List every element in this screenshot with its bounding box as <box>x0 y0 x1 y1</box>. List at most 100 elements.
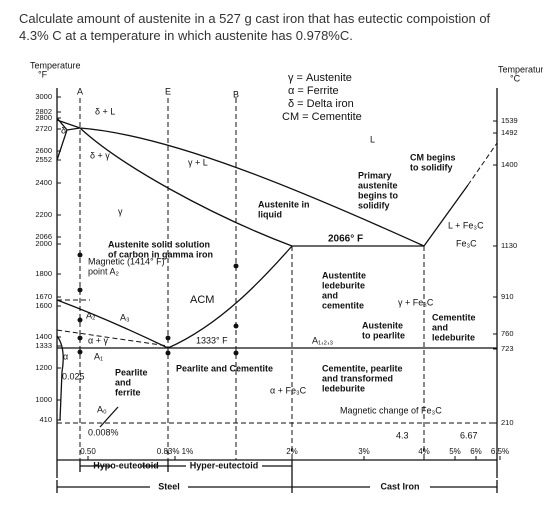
left-tick-label: 2802 <box>35 107 52 116</box>
left-tick-label: 410 <box>39 415 52 424</box>
right-tick-label: 1400 <box>501 160 518 169</box>
guides <box>79 98 425 460</box>
region-label: A₂ <box>86 310 96 320</box>
region-label: to solidify <box>410 162 453 172</box>
region-label: and <box>322 290 338 300</box>
range-label: Steel <box>158 481 180 491</box>
range-arrows <box>56 460 498 493</box>
legend-item: α = Ferrite <box>288 85 339 97</box>
right-tick-label: 723 <box>501 344 514 353</box>
region-label: 1333° F <box>196 335 228 345</box>
left-tick-label: 1400 <box>35 332 52 341</box>
region-label: ledeburite <box>322 280 365 290</box>
legend-item: γ = Austenite <box>288 72 352 84</box>
region-label: of carbon in gamma iron <box>108 249 213 259</box>
left-tick-label: 2720 <box>35 124 52 133</box>
left-tick-label: 2400 <box>35 178 52 187</box>
bottom-tick-label: 6.5% <box>491 447 509 456</box>
region-label: δ + γ <box>90 150 110 160</box>
bottom-tick-label: 6% <box>470 447 482 456</box>
region-label: ferrite <box>115 387 141 397</box>
range-label: Hypo-eutectoid <box>93 460 159 470</box>
region-label: γ + L <box>188 157 208 167</box>
left-tick-label: 2000 <box>35 239 52 248</box>
left-tick-label: 1670 <box>35 292 52 301</box>
region-label: Cementite <box>432 312 476 322</box>
bottom-tick-label: 0.50 <box>80 447 96 456</box>
left-tick-label: 2552 <box>35 155 52 164</box>
left-tick-label: 1000 <box>35 395 52 404</box>
region-label: 2066° F <box>328 234 363 245</box>
region-label: begins to <box>358 190 399 200</box>
region-label: and <box>115 377 131 387</box>
range-label: Cast Iron <box>380 481 419 491</box>
region-label: 4.3 <box>396 430 409 440</box>
region-label: and transformed <box>322 373 393 383</box>
region-label: and <box>432 322 448 332</box>
region-label: δ <box>61 125 66 135</box>
left-tick-label: 3000 <box>35 92 52 101</box>
bottom-tick-label: 5% <box>449 447 461 456</box>
region-label: δ + L <box>95 106 115 116</box>
right-tick-label: 1539 <box>501 116 518 125</box>
region-label: γ + Fe₃C <box>398 297 434 307</box>
left-tick-label: 2066 <box>35 232 52 241</box>
right-tick-label: 1492 <box>501 128 518 137</box>
region-label: solidify <box>358 200 390 210</box>
point-label: A <box>77 86 83 96</box>
right-axis-title: Temperature <box>498 64 543 74</box>
region-label: A₀ <box>97 404 107 414</box>
region-label: Magnetic (1414° F) <box>88 256 165 266</box>
phase-lines <box>56 117 498 428</box>
left-tick-label: 2600 <box>35 146 52 155</box>
region-label: 6.67 <box>460 430 478 440</box>
region-label: point A₂ <box>88 266 120 276</box>
region-label: Pearlite <box>115 367 148 377</box>
region-label: Fe₃C <box>456 238 477 248</box>
region-label: CM begins <box>410 152 456 162</box>
region-label: γ <box>118 206 123 216</box>
region-label: Pearlite and Cementite <box>176 363 273 373</box>
bottom-tick-label: 0.83% 1% <box>157 447 193 456</box>
point-label: E <box>165 86 171 96</box>
left-axis-unit: °F <box>38 69 48 79</box>
question-line: 4.3% C at a temperature in which austeni… <box>19 28 353 43</box>
region-label: Primary <box>358 170 392 180</box>
region-label: liquid <box>258 209 282 219</box>
region-label: A₁,₂,₃ <box>312 335 334 345</box>
region-label: A₃ <box>120 312 130 322</box>
region-label: Austentite <box>322 270 366 280</box>
region-label: 0.008% <box>88 427 119 437</box>
region-label: α + γ <box>88 335 108 345</box>
right-axis-unit: °C <box>510 73 521 83</box>
bottom-tick-label: 3% <box>358 447 370 456</box>
region-label: A₁ <box>94 351 103 361</box>
region-label: Austenite solid solution <box>108 239 210 249</box>
region-label: L <box>370 134 375 144</box>
left-axis-title: Temperature <box>30 60 81 70</box>
right-tick-label: 1130 <box>501 241 517 250</box>
right-tick-label: 910 <box>501 292 514 301</box>
region-label: Austenite <box>362 320 403 330</box>
left-tick-label: 2200 <box>35 210 52 219</box>
bottom-tick-label: 2% <box>286 447 298 456</box>
region-label: to pearlite <box>362 330 405 340</box>
right-tick-label: 210 <box>501 418 514 427</box>
question-line: Calculate amount of austenite in a 527 g… <box>19 11 491 26</box>
point-label: B <box>233 89 239 99</box>
markers <box>77 252 239 356</box>
region-label: ledeburite <box>322 383 365 393</box>
legend-item: δ = Delta iron <box>288 98 354 110</box>
right-tick-label: 760 <box>501 329 514 338</box>
left-tick-label: 1200 <box>35 363 52 372</box>
left-tick-label: 1800 <box>35 269 52 278</box>
region-label: Cementite, pearlite <box>322 363 403 373</box>
left-tick-label: 2800 <box>35 113 52 122</box>
region-label: 0.025 <box>62 371 85 381</box>
question: Calculate amount of austenite in a 527 g… <box>19 10 539 44</box>
region-label: Austenite in <box>258 199 310 209</box>
region-label: Magnetic change of Fe₃C <box>340 405 442 415</box>
region-label: austenite <box>358 180 398 190</box>
